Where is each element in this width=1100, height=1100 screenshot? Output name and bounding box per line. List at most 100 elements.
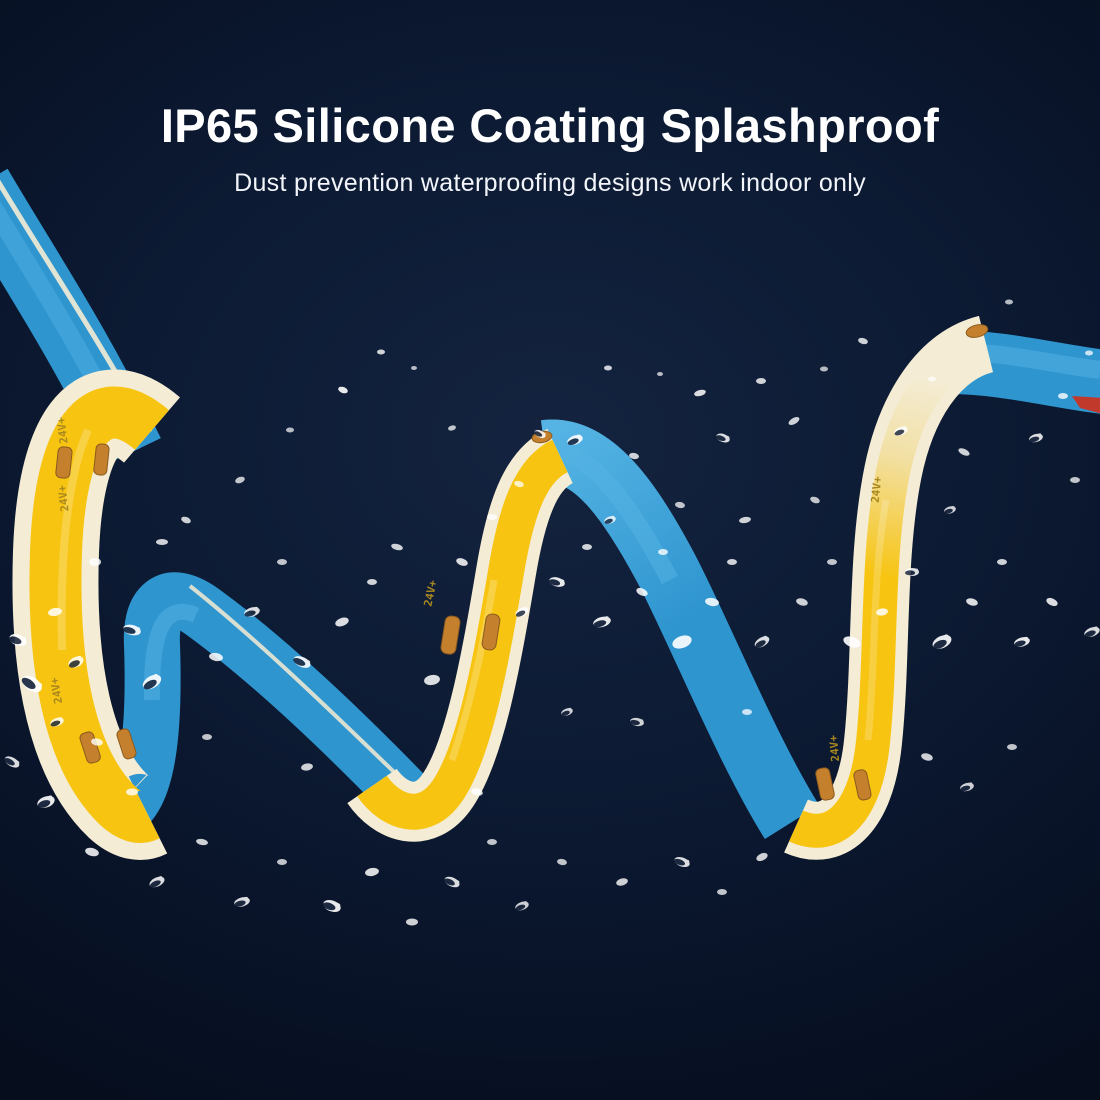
water-droplet: [21, 675, 43, 693]
voltage-marking: 24V+: [55, 484, 71, 512]
water-droplet: [928, 376, 936, 382]
water-droplet: [582, 544, 592, 550]
voltage-marking: 24V+: [827, 734, 842, 762]
voltage-marking: 24V+: [421, 579, 439, 608]
water-droplet: [89, 558, 101, 566]
water-droplet: [810, 496, 820, 504]
water-droplet: [629, 717, 644, 727]
water-droplet: [561, 707, 573, 716]
voltage-marking: 24V+: [48, 676, 65, 705]
strip-segment-middle-yellow-front: [347, 428, 575, 842]
water-droplet: [958, 448, 970, 456]
water-droplet: [1014, 636, 1030, 647]
water-droplet: [727, 559, 737, 565]
solder-pad: [853, 769, 872, 801]
water-droplet: [858, 337, 868, 345]
water-droplet: [960, 782, 974, 792]
water-droplet: [85, 847, 99, 857]
water-droplet: [548, 577, 565, 587]
water-droplet: [944, 506, 956, 514]
water-droplet: [149, 876, 165, 888]
strip-segment-left-loop-front: [12, 369, 180, 860]
water-droplet: [142, 674, 162, 690]
water-droplet: [1070, 477, 1080, 483]
voltage-marking: 24V+: [869, 475, 885, 503]
water-droplet: [788, 417, 800, 425]
water-droplet: [196, 838, 208, 846]
water-droplet: [820, 366, 828, 372]
water-droplet: [534, 429, 546, 439]
strip-red-end-tip: [1072, 396, 1100, 414]
solder-pad: [815, 767, 835, 801]
water-droplet: [756, 378, 766, 384]
solder-pad: [55, 446, 73, 479]
water-droplet: [444, 876, 460, 888]
water-droplet: [50, 717, 64, 727]
water-droplet: [1029, 433, 1043, 443]
water-droplet: [181, 516, 191, 524]
water-droplet: [636, 587, 648, 597]
strip-voltage-markings: 24V+ 24V+ 24V+ 24V+ 24V+ 24V+: [48, 416, 885, 762]
water-droplet: [1058, 393, 1068, 399]
water-droplet: [557, 858, 567, 866]
water-droplet: [91, 738, 103, 746]
water-droplet: [9, 633, 27, 647]
water-droplet: [1046, 597, 1058, 607]
water-droplet: [48, 607, 62, 617]
water-droplet: [406, 918, 418, 926]
water-droplet: [658, 549, 668, 555]
water-droplet: [37, 795, 55, 809]
water-droplet: [424, 674, 440, 686]
water-droplet: [674, 856, 690, 868]
water-droplet: [1085, 350, 1093, 356]
water-droplet: [377, 349, 385, 355]
solder-pad: [93, 443, 110, 476]
water-droplet: [68, 655, 84, 668]
water-droplet: [796, 598, 808, 606]
water-droplet: [122, 624, 141, 636]
water-droplet: [754, 635, 770, 648]
water-droplet: [487, 514, 497, 520]
water-droplet: [616, 878, 628, 886]
water-droplet: [244, 606, 260, 617]
water-droplet: [335, 617, 349, 627]
water-droplet: [1084, 626, 1100, 638]
water-droplet: [456, 558, 468, 566]
water-droplet: [694, 389, 706, 397]
water-droplet: [657, 372, 663, 376]
water-droplet: [675, 501, 685, 509]
water-droplet: [487, 839, 497, 845]
strip-segment-right-vertical-front: [784, 315, 995, 860]
strip-segment-middle-arch-blue-back: [540, 419, 820, 840]
water-droplet: [286, 427, 294, 433]
water-droplet: [301, 763, 313, 771]
water-droplet: [705, 597, 719, 607]
water-droplet: [471, 788, 483, 796]
water-droplet: [277, 859, 287, 865]
water-droplet: [515, 901, 529, 911]
water-droplet: [593, 616, 611, 628]
water-droplet: [323, 899, 341, 913]
water-droplet: [742, 709, 752, 715]
water-droplet: [717, 889, 727, 895]
water-droplet: [209, 652, 223, 662]
water-droplet: [338, 386, 348, 394]
water-droplet: [567, 434, 583, 446]
voltage-marking: 24V+: [54, 416, 70, 444]
water-droplet: [515, 606, 529, 617]
water-droplet: [997, 559, 1007, 565]
water-splash-layer: [4, 299, 1100, 926]
water-droplet: [876, 608, 888, 616]
water-droplet: [921, 753, 933, 761]
water-droplet: [756, 852, 768, 862]
water-droplet: [716, 433, 730, 443]
water-droplet: [234, 896, 250, 907]
water-droplet: [604, 365, 612, 371]
strip-segment-loop-inner-blue: [104, 572, 431, 838]
water-droplet: [293, 656, 311, 668]
water-droplet: [604, 515, 616, 524]
solder-pad: [440, 615, 461, 655]
water-droplet: [1007, 744, 1017, 750]
